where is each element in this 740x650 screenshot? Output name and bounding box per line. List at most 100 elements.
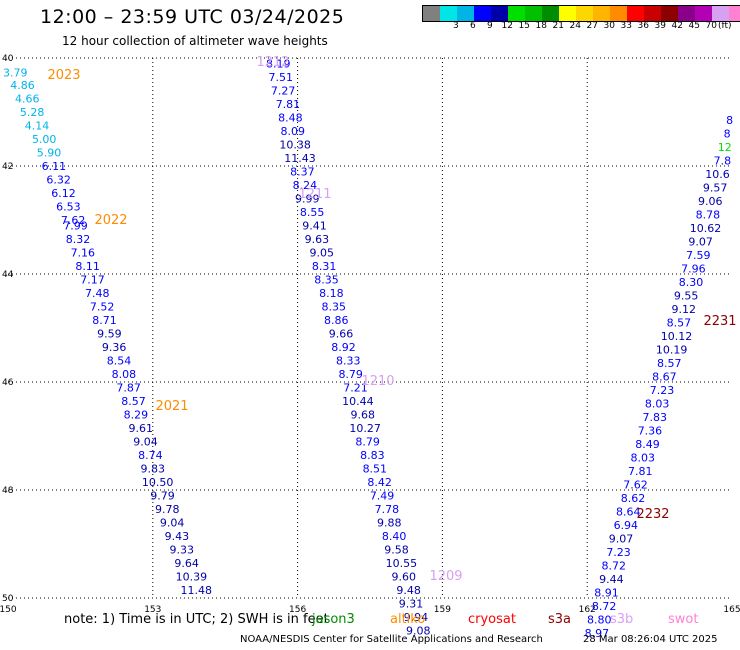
wave-height-value: 8.79 [355, 435, 380, 448]
wave-height-value: 10.27 [349, 422, 381, 435]
wave-height-value: 4.66 [15, 93, 40, 106]
wave-height-value: 6.32 [46, 174, 71, 187]
legend-swatch [729, 6, 740, 21]
track-label: 2022 [94, 213, 127, 228]
satellite-jason3: jason3 [312, 612, 355, 627]
satellite-altiko: altiko [390, 612, 426, 627]
wave-height-value: 7.81 [628, 465, 653, 478]
wave-height-value: 8.35 [322, 300, 347, 313]
wave-height-value: 9.36 [102, 341, 127, 354]
legend-label: 18 [535, 21, 547, 31]
legend-label: 9 [487, 21, 493, 31]
wave-height-value: 8.48 [278, 111, 303, 124]
legend-swatch [593, 6, 610, 21]
wave-height-value: 8.71 [92, 314, 117, 327]
wave-height-value: 9.78 [155, 503, 180, 516]
wave-height-value: 6.12 [51, 187, 76, 200]
lon-tick-label: 162 [579, 605, 596, 615]
wave-height-value: 7.21 [343, 381, 368, 394]
wave-height-value: 9.33 [170, 543, 195, 556]
wave-height-value: 9.68 [351, 408, 376, 421]
wave-height-value: 10.62 [690, 222, 722, 235]
wave-height-value: 9.06 [698, 195, 723, 208]
wave-height-value: 10.19 [656, 344, 688, 357]
wave-height-value: 9.44 [599, 573, 624, 586]
lat-tick-label: 46 [2, 378, 14, 388]
wave-height-value: 10.44 [342, 395, 374, 408]
wave-height-value: 5.28 [20, 106, 45, 119]
wave-height-value: 9.79 [150, 489, 175, 502]
legend-label: 12 [501, 21, 513, 31]
legend-swatch [644, 6, 661, 21]
wave-height-value: 3.79 [3, 67, 28, 80]
wave-height-value: 6.94 [614, 519, 639, 532]
wave-height-value: 4.14 [25, 120, 50, 133]
wave-height-value: 8.40 [382, 530, 407, 543]
wave-height-value: 9.31 [399, 597, 424, 610]
legend-label: 45 [688, 21, 700, 31]
wave-height-value: 8.09 [281, 125, 306, 138]
legend-label: 27 [586, 21, 598, 31]
wave-height-value: 9.60 [392, 570, 417, 583]
wave-height-value: 8.19 [266, 57, 291, 70]
wave-height-value: 7.78 [375, 503, 400, 516]
wave-height-value: 6.11 [42, 160, 67, 173]
wave-height-value: 8 [726, 114, 733, 127]
wave-height-value: 8.55 [300, 206, 325, 219]
wave-height-value: 8.42 [367, 476, 392, 489]
wave-height-value: 9.04 [160, 516, 185, 529]
wave-height-value: 7.52 [90, 300, 115, 313]
wave-height-value: 9.61 [128, 422, 153, 435]
legend-label: 36 [637, 21, 649, 31]
wave-height-value: 7.48 [85, 287, 110, 300]
wave-height-value: 7.17 [80, 273, 105, 286]
track-label: 1212 [256, 55, 289, 70]
legend-label: 24 [569, 21, 581, 31]
legend-label: 21 [552, 21, 564, 31]
track-label: 2023 [47, 68, 80, 83]
wave-height-value: 6.53 [56, 201, 81, 214]
wave-height-value: 8.97 [585, 627, 610, 640]
lat-tick-label: 44 [2, 270, 14, 280]
wave-height-value: 8.83 [360, 449, 385, 462]
wave-height-value: 8.37 [290, 165, 315, 178]
wave-height-value: 7.62 [623, 479, 648, 492]
wave-height-value: 8.72 [592, 600, 617, 613]
wave-height-value: 7.27 [271, 84, 296, 97]
wave-height-value: 8.80 [587, 614, 612, 627]
wave-height-value: 9.07 [609, 533, 634, 546]
wave-height-value: 9.63 [305, 233, 330, 246]
legend-swatch [440, 6, 457, 21]
legend-label: 33 [620, 21, 632, 31]
wave-height-value: 8.57 [667, 317, 692, 330]
lon-tick-label: 165 [723, 605, 740, 615]
wave-height-value: 9.08 [406, 624, 431, 637]
wave-height-value: 9.64 [174, 557, 199, 570]
wave-height-value: 10.12 [661, 330, 693, 343]
wave-height-value: 9.59 [97, 327, 122, 340]
wave-height-value: 9.43 [165, 530, 190, 543]
wave-height-value: 10.55 [386, 557, 418, 570]
wave-height-value: 7.8 [714, 155, 732, 168]
wave-height-value: 8.03 [645, 398, 670, 411]
wave-height-value: 9.94 [404, 611, 429, 624]
wave-height-value: 7.81 [276, 98, 301, 111]
wave-height-value: 9.99 [295, 192, 320, 205]
legend-unit: (ft) [718, 21, 732, 31]
wave-height-value: 8.29 [124, 408, 149, 421]
lon-tick-label: 153 [144, 605, 161, 615]
wave-height-value: 10.39 [176, 570, 208, 583]
wave-height-value: 7.36 [638, 425, 663, 438]
lon-tick-label: 150 [0, 605, 17, 615]
color-scale-legend [422, 5, 740, 22]
lon-tick-label: 159 [434, 605, 451, 615]
legend-label: 42 [671, 21, 683, 31]
wave-height-value: 8.31 [312, 260, 337, 273]
wave-height-value: 7.96 [681, 263, 706, 276]
satellite-cryosat: cryosat [468, 612, 516, 627]
wave-height-value: 8.91 [594, 587, 619, 600]
wave-height-value: 8.51 [363, 462, 388, 475]
wave-height-value: 9.12 [671, 303, 696, 316]
wave-height-value: 7.99 [63, 219, 88, 232]
wave-height-value: 8.33 [336, 354, 361, 367]
